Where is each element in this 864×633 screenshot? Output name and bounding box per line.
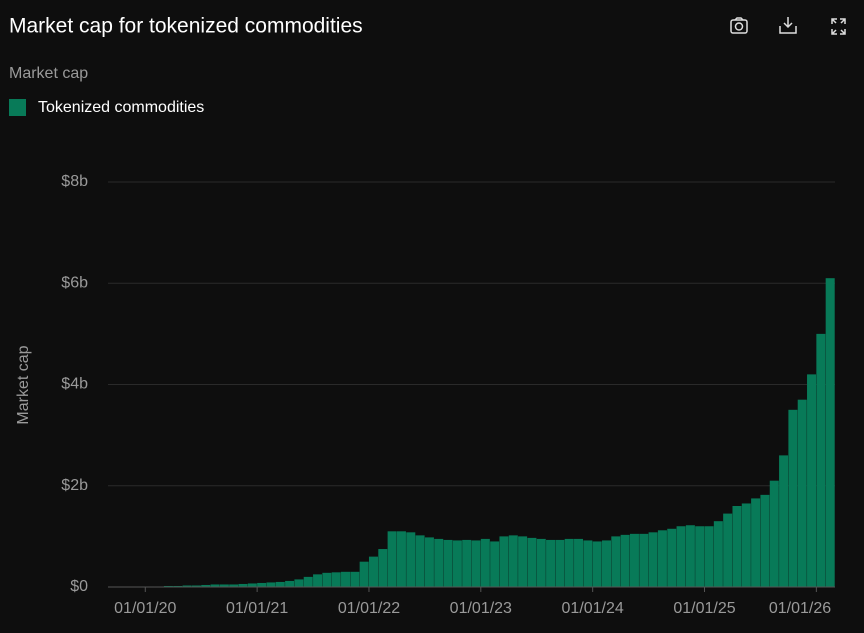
y-axis-label: Market cap [15, 345, 32, 424]
bar [443, 539, 453, 587]
bar [741, 503, 751, 587]
bar [695, 526, 705, 587]
bar [182, 585, 192, 587]
bar [807, 374, 817, 587]
bar [657, 530, 667, 587]
bar [350, 571, 360, 587]
x-tick-label: 01/01/23 [450, 600, 512, 617]
bar [471, 540, 481, 587]
bar [462, 539, 472, 587]
bar [294, 579, 304, 587]
bar [396, 531, 406, 587]
bar [769, 480, 779, 587]
bar [546, 539, 556, 587]
bar [676, 526, 686, 587]
bar [536, 538, 546, 587]
bar [508, 535, 518, 587]
legend-label: Tokenized commodities [38, 99, 204, 116]
camera-button[interactable] [730, 17, 748, 34]
x-tick-label: 01/01/21 [226, 600, 288, 617]
bar [760, 494, 770, 587]
bar [368, 556, 378, 587]
y-tick-label: $4b [61, 376, 88, 393]
bar [704, 526, 714, 587]
bar [574, 538, 584, 587]
bar [592, 541, 602, 587]
bar [629, 533, 639, 587]
y-tick-label: $8b [61, 173, 88, 190]
bar [685, 525, 695, 587]
bar [387, 531, 397, 587]
bar [751, 498, 761, 587]
bar [555, 539, 565, 587]
bar [331, 572, 341, 587]
bar [210, 584, 220, 587]
bar [378, 549, 388, 587]
bar [257, 582, 267, 587]
bar [797, 399, 807, 587]
bar [415, 535, 425, 587]
y-tick-label: $0 [70, 578, 88, 595]
bar [611, 536, 621, 587]
x-tick-label: 01/01/25 [673, 600, 735, 617]
bar [238, 583, 248, 587]
bar [313, 574, 323, 587]
bar [527, 537, 537, 587]
bar [424, 537, 434, 587]
bar [713, 521, 723, 587]
x-tick-label: 01/01/24 [562, 600, 624, 617]
bar [825, 278, 835, 587]
bar [518, 536, 528, 587]
fullscreen-button[interactable] [831, 18, 846, 35]
x-tick-label: 01/01/26 [769, 600, 831, 617]
bar [723, 513, 733, 587]
bar [219, 584, 229, 587]
chart-title: Market cap for tokenized commodities [9, 15, 363, 38]
bar [247, 583, 257, 587]
bar [173, 585, 183, 587]
x-tick-label: 01/01/22 [338, 600, 400, 617]
bar [406, 532, 416, 587]
bar [499, 536, 509, 587]
download-button[interactable] [779, 17, 797, 34]
bar [229, 584, 239, 587]
bar [285, 580, 295, 587]
bar [620, 534, 630, 587]
bar [163, 585, 173, 587]
bar [303, 576, 313, 587]
bar [779, 455, 789, 587]
bar [667, 528, 677, 587]
bar [490, 541, 500, 587]
x-tick-label: 01/01/20 [114, 600, 176, 617]
bar [732, 506, 742, 587]
bar [816, 333, 826, 587]
bar [452, 540, 462, 587]
chart-subtitle: Market cap [9, 65, 88, 82]
y-tick-label: $2b [61, 477, 88, 494]
bar [639, 533, 649, 587]
bar [341, 571, 351, 587]
bar [564, 538, 574, 587]
bar [322, 572, 332, 587]
bar [583, 540, 593, 587]
bar [788, 409, 798, 587]
y-tick-label: $6b [61, 274, 88, 291]
bar [275, 581, 285, 587]
bar [266, 582, 276, 587]
bar [434, 538, 444, 587]
bar [648, 532, 658, 587]
bar [201, 584, 211, 587]
bar [359, 561, 369, 587]
bar [480, 538, 490, 587]
legend-swatch [9, 99, 26, 116]
bar [601, 540, 612, 587]
bar [191, 585, 201, 587]
